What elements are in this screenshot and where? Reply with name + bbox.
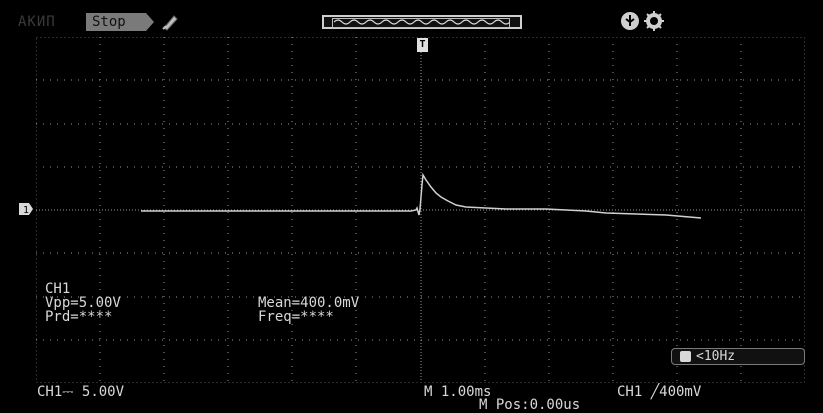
measure-vpp: Vpp=5.00V bbox=[45, 295, 121, 311]
brand-label: АКИП bbox=[18, 14, 56, 30]
counter-icon bbox=[680, 351, 691, 362]
measure-freq: Freq=**** bbox=[258, 309, 334, 325]
run-state-badge-tail bbox=[146, 13, 154, 31]
channel-ground-marker[interactable]: 1 bbox=[18, 202, 34, 216]
measure-prd: Prd=**** bbox=[45, 309, 113, 325]
memory-position: M Pos:0.00us bbox=[479, 397, 581, 413]
svg-text:1: 1 bbox=[23, 205, 29, 216]
ch1-scale[interactable]: CH1⎓ 5.00V bbox=[37, 384, 125, 400]
memory-wave-icon bbox=[334, 19, 510, 25]
trigger-position-marker[interactable]: T bbox=[417, 38, 428, 52]
measure-mean: Mean=400.0mV bbox=[258, 295, 360, 311]
trigger-setting[interactable]: CH1 ╱400mV bbox=[617, 384, 702, 400]
probe-icon bbox=[162, 15, 178, 31]
gear-icon bbox=[644, 11, 664, 31]
memory-position-bar[interactable] bbox=[322, 15, 522, 29]
ch1-trace bbox=[141, 172, 702, 219]
top-status-bar: АКИП Stop bbox=[0, 0, 823, 36]
measure-channel: CH1 bbox=[45, 281, 71, 297]
timebase[interactable]: M 1.00ms bbox=[424, 384, 492, 400]
run-state-badge[interactable]: Stop bbox=[86, 13, 146, 31]
graticule-border bbox=[36, 37, 805, 383]
frequency-counter: <10Hz bbox=[671, 348, 805, 365]
usb-icon bbox=[621, 12, 639, 30]
waveform-screen[interactable] bbox=[36, 37, 805, 383]
frequency-counter-value: <10Hz bbox=[696, 349, 736, 364]
